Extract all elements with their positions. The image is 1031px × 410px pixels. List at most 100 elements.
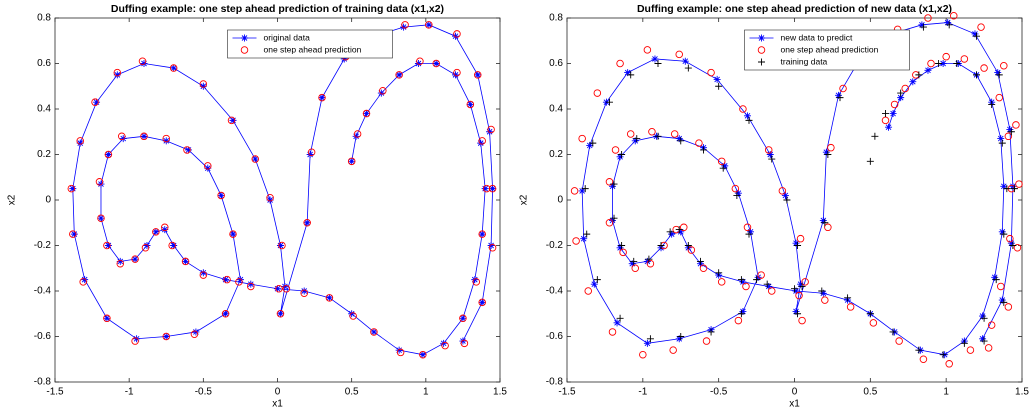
y-tick-label: 0.6 xyxy=(549,58,563,69)
marker xyxy=(717,278,726,286)
marker xyxy=(680,223,688,232)
marker xyxy=(973,32,980,40)
legend-marker xyxy=(757,46,766,54)
marker xyxy=(801,278,809,286)
marker xyxy=(67,184,76,193)
marker xyxy=(734,316,743,325)
marker xyxy=(792,239,800,247)
marker xyxy=(1000,298,1008,306)
series-line xyxy=(581,22,1014,356)
marker xyxy=(152,228,160,236)
marker xyxy=(161,226,169,234)
marker xyxy=(608,328,617,336)
marker xyxy=(363,110,370,118)
legend-marker xyxy=(241,34,248,42)
marker xyxy=(1010,185,1018,193)
marker xyxy=(117,132,126,141)
y-tick-label: 0.2 xyxy=(549,149,563,160)
legend-marker xyxy=(758,58,765,66)
marker xyxy=(432,59,440,68)
y-tick-label: 0.4 xyxy=(549,104,563,115)
y-tick-label: -0.2 xyxy=(546,240,564,251)
marker xyxy=(478,137,486,145)
marker xyxy=(395,71,403,79)
marker xyxy=(190,330,199,338)
marker xyxy=(489,185,497,193)
marker xyxy=(821,296,829,304)
marker xyxy=(610,214,618,222)
marker xyxy=(707,68,715,77)
marker xyxy=(717,157,726,166)
marker xyxy=(631,137,639,145)
marker xyxy=(715,82,723,90)
marker xyxy=(992,276,1000,284)
marker xyxy=(609,216,616,224)
marker xyxy=(131,337,139,345)
marker xyxy=(998,296,1006,304)
marker xyxy=(605,218,614,227)
marker xyxy=(76,139,84,147)
marker xyxy=(199,82,207,90)
marker xyxy=(91,98,99,106)
marker xyxy=(927,59,935,68)
marker xyxy=(1013,244,1022,252)
y-tick-label: -0.8 xyxy=(546,377,564,388)
marker xyxy=(897,89,905,97)
marker xyxy=(822,148,830,156)
marker xyxy=(764,146,773,154)
marker xyxy=(1009,242,1017,249)
marker xyxy=(988,100,996,108)
marker xyxy=(185,146,192,154)
marker xyxy=(478,230,486,238)
marker xyxy=(1000,182,1008,190)
marker xyxy=(247,280,255,288)
marker xyxy=(400,23,408,31)
legend-box xyxy=(744,29,910,71)
marker xyxy=(915,71,923,79)
y-tick-label: 0 xyxy=(45,195,51,206)
marker xyxy=(348,157,356,165)
marker xyxy=(643,339,651,347)
marker xyxy=(425,21,433,29)
marker xyxy=(353,130,362,138)
marker xyxy=(966,346,975,354)
marker xyxy=(481,185,489,193)
marker xyxy=(1003,185,1011,193)
marker xyxy=(939,351,947,359)
marker xyxy=(140,132,148,141)
marker xyxy=(281,282,289,290)
y-axis-label: x2 xyxy=(519,194,530,205)
marker xyxy=(478,298,486,306)
marker xyxy=(419,351,427,359)
marker xyxy=(675,50,683,59)
marker xyxy=(251,155,259,163)
marker xyxy=(611,146,620,154)
marker xyxy=(739,278,747,286)
marker xyxy=(1015,180,1023,188)
marker xyxy=(318,94,326,102)
marker xyxy=(204,164,212,172)
marker xyxy=(677,333,685,340)
marker xyxy=(474,71,482,79)
marker xyxy=(593,276,601,284)
marker xyxy=(616,153,624,161)
marker xyxy=(1004,303,1013,311)
marker xyxy=(616,314,624,322)
marker xyxy=(152,228,160,236)
marker xyxy=(763,280,771,288)
marker xyxy=(618,151,626,158)
marker xyxy=(1006,234,1014,243)
marker xyxy=(618,242,626,249)
marker xyxy=(103,241,111,250)
marker xyxy=(586,141,594,149)
marker xyxy=(459,314,467,323)
marker xyxy=(140,60,148,67)
marker xyxy=(998,228,1006,236)
marker xyxy=(616,59,624,68)
marker xyxy=(377,89,385,97)
marker xyxy=(897,94,905,102)
marker xyxy=(798,282,806,290)
marker xyxy=(739,105,747,113)
marker xyxy=(839,84,847,93)
